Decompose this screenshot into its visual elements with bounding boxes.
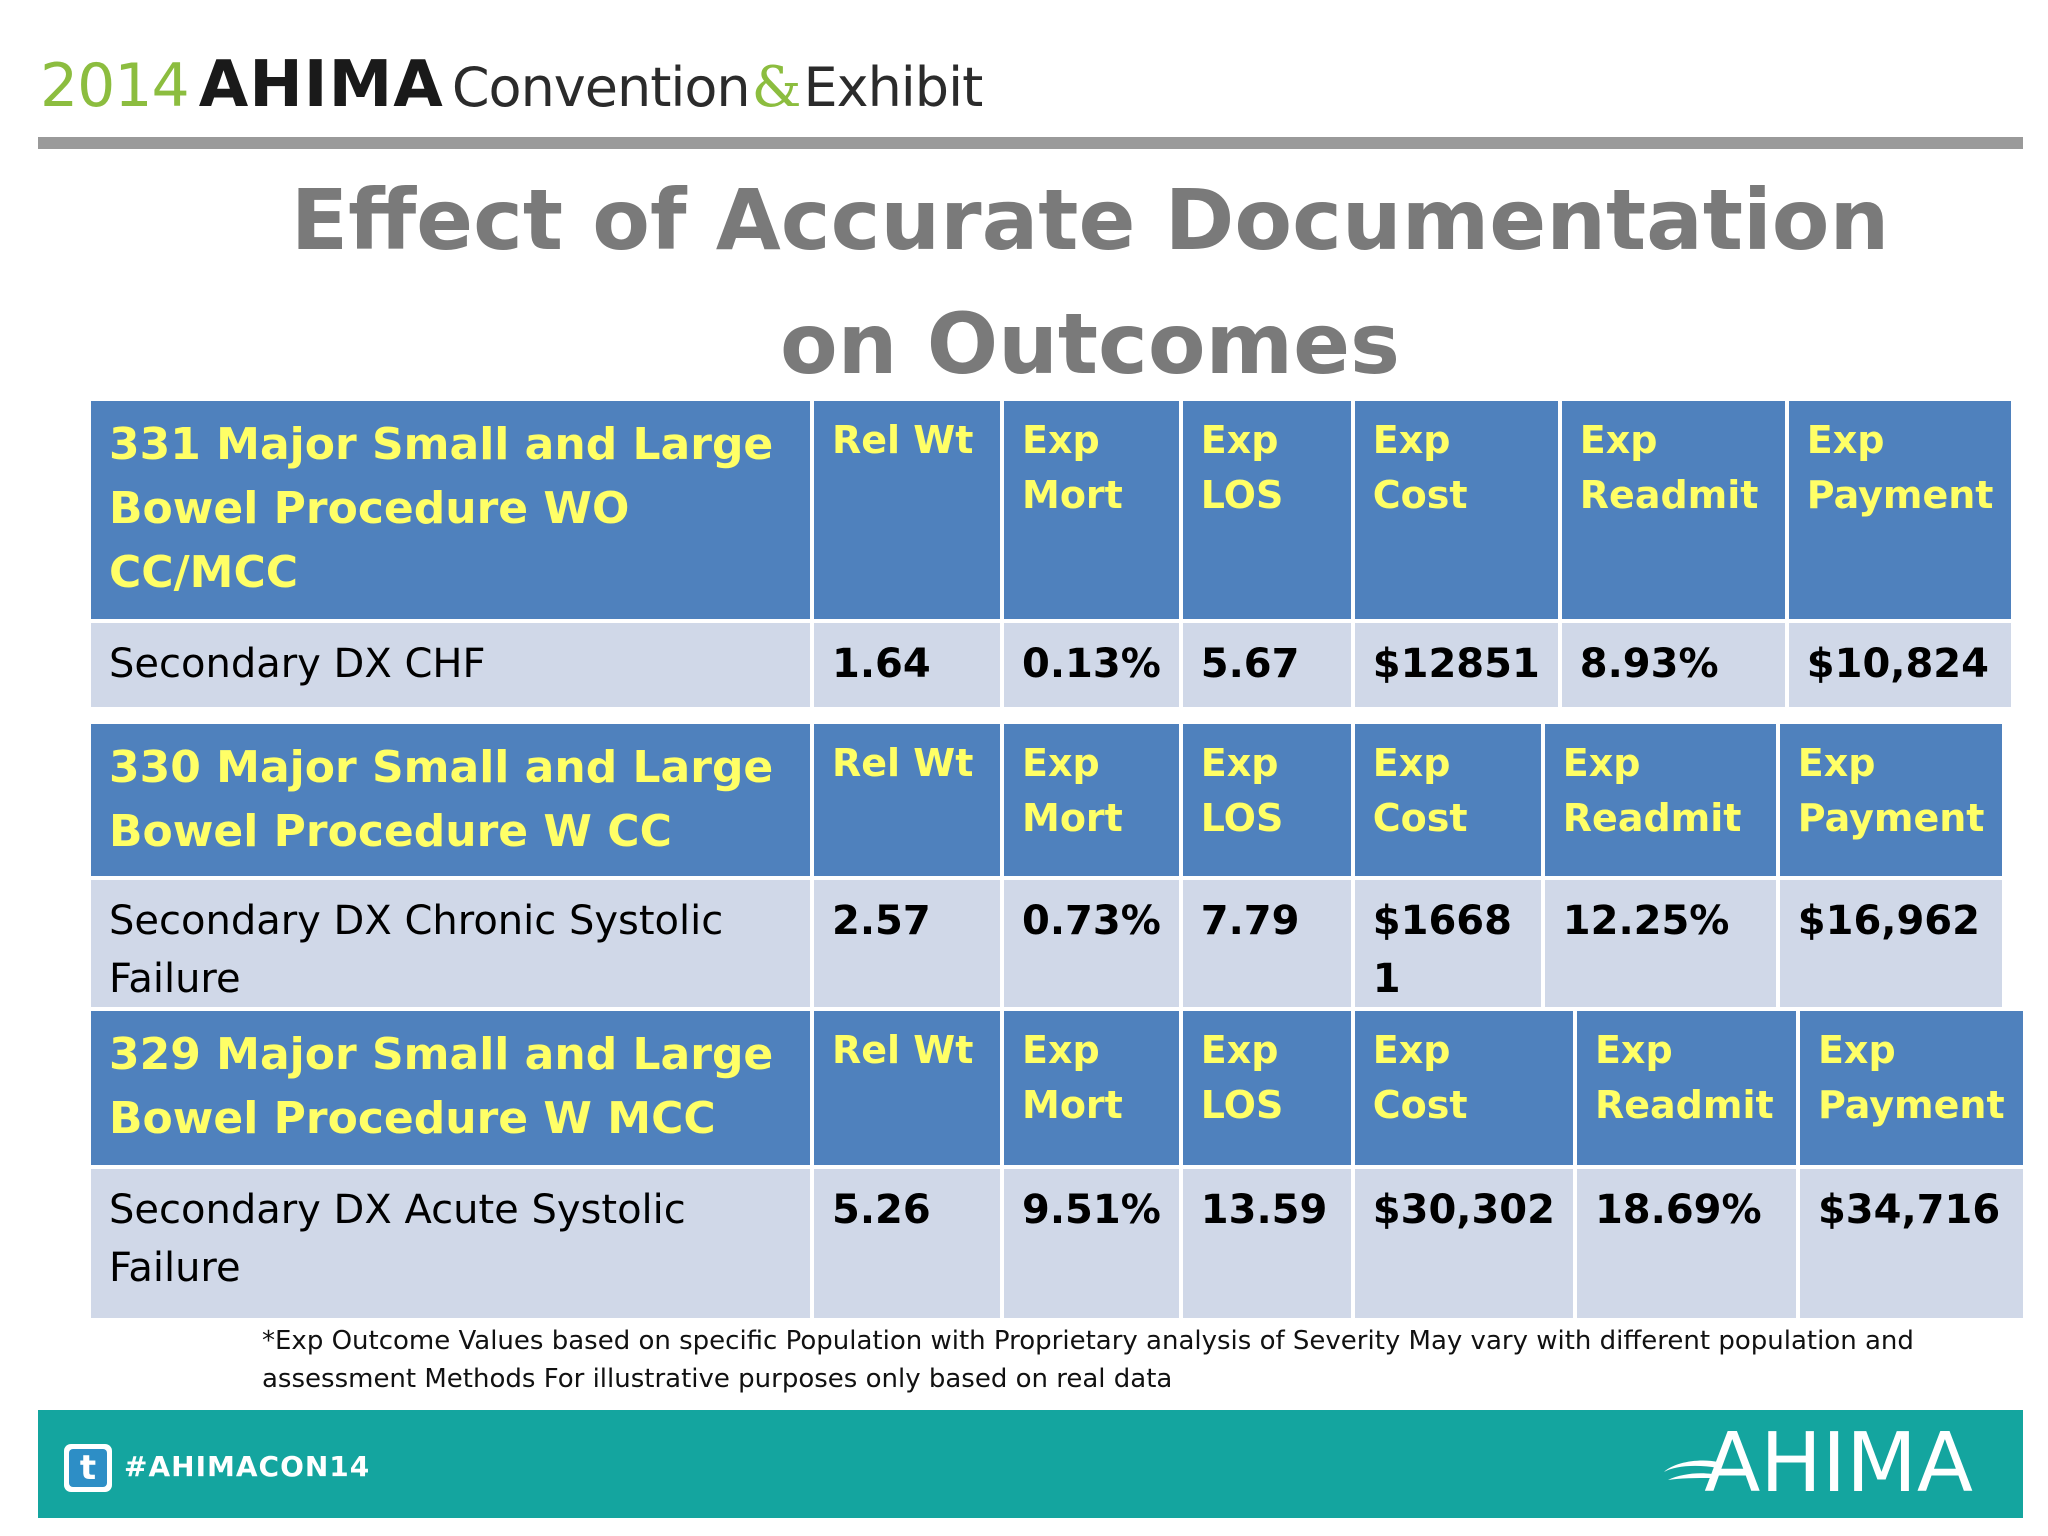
col-header-exp-los: Exp LOS xyxy=(1178,397,1355,623)
drg-331-table: 331 Major Small and Large Bowel Procedur… xyxy=(87,397,2016,711)
title-line-1: Effect of Accurate Documentation xyxy=(290,171,1890,269)
cell-exp-readmit: 12.25% xyxy=(1540,876,1780,1024)
col-header-exp-readmit: Exp Readmit xyxy=(1557,397,1789,623)
col-header-rel-wt: Rel Wt xyxy=(810,397,1004,623)
cell-exp-los: 7.79 xyxy=(1178,876,1355,1024)
cell-exp-readmit: 18.69% xyxy=(1572,1165,1800,1322)
col-header-exp-mort: Exp Mort xyxy=(1000,1007,1183,1169)
col-header-exp-payment: Exp Payment xyxy=(1784,397,2016,623)
cell-rel-wt: 1.64 xyxy=(810,619,1004,711)
table-row: Secondary DX CHF 1.64 0.13% 5.67 $12851 … xyxy=(87,619,2016,711)
drg-label: 330 Major Small and Large Bowel Procedur… xyxy=(87,720,814,880)
ahima-logo: AHIMA xyxy=(1664,1416,1973,1512)
drg-label: 331 Major Small and Large Bowel Procedur… xyxy=(87,397,814,623)
header-exhibit: Exhibit xyxy=(803,56,984,119)
row-label: Secondary DX Chronic Systolic Failure xyxy=(87,876,814,1024)
col-header-exp-mort: Exp Mort xyxy=(1000,397,1183,623)
twitter-icon: t xyxy=(64,1444,112,1492)
table-header-row: 329 Major Small and Large Bowel Procedur… xyxy=(87,1007,2027,1169)
drg-329-table: 329 Major Small and Large Bowel Procedur… xyxy=(87,1007,2027,1322)
cell-exp-mort: 0.73% xyxy=(1000,876,1183,1024)
col-header-exp-mort: Exp Mort xyxy=(1000,720,1183,880)
cell-exp-cost: $12851 xyxy=(1350,619,1562,711)
cell-exp-cost: $30,302 xyxy=(1350,1165,1577,1322)
cell-exp-mort: 0.13% xyxy=(1000,619,1183,711)
header-divider xyxy=(38,137,2023,149)
cell-exp-los: 5.67 xyxy=(1178,619,1355,711)
col-header-exp-readmit: Exp Readmit xyxy=(1572,1007,1800,1169)
table-header-row: 330 Major Small and Large Bowel Procedur… xyxy=(87,720,2007,880)
col-header-rel-wt: Rel Wt xyxy=(810,1007,1004,1169)
table-row: Secondary DX Acute Systolic Failure 5.26… xyxy=(87,1165,2027,1322)
cell-exp-payment: $34,716 xyxy=(1795,1165,2027,1322)
drg-330-table: 330 Major Small and Large Bowel Procedur… xyxy=(87,720,2007,1024)
col-header-exp-cost: Exp Cost xyxy=(1350,397,1562,623)
cell-exp-payment: $10,824 xyxy=(1784,619,2016,711)
row-label: Secondary DX Acute Systolic Failure xyxy=(87,1165,814,1322)
slide-title: Effect of Accurate Documentation on Outc… xyxy=(290,158,1890,406)
footer-band: t #AHIMACON14 AHIMA xyxy=(38,1410,2023,1518)
drg-label: 329 Major Small and Large Bowel Procedur… xyxy=(87,1007,814,1169)
header-ampersand: & xyxy=(751,55,802,120)
logo-swoosh-icon xyxy=(1664,1460,1719,1480)
cell-exp-mort: 9.51% xyxy=(1000,1165,1183,1322)
cell-rel-wt: 2.57 xyxy=(810,876,1004,1024)
col-header-exp-los: Exp LOS xyxy=(1178,720,1355,880)
header-convention: Convention xyxy=(451,56,751,119)
col-header-rel-wt: Rel Wt xyxy=(810,720,1004,880)
col-header-exp-payment: Exp Payment xyxy=(1795,1007,2027,1169)
cell-exp-cost: $16681 xyxy=(1350,876,1545,1024)
table-header-row: 331 Major Small and Large Bowel Procedur… xyxy=(87,397,2016,623)
col-header-exp-cost: Exp Cost xyxy=(1350,720,1545,880)
cell-exp-readmit: 8.93% xyxy=(1557,619,1789,711)
header-year: 2014 xyxy=(40,51,190,121)
logo-text: AHIMA xyxy=(1704,1416,1973,1511)
col-header-exp-readmit: Exp Readmit xyxy=(1540,720,1780,880)
col-header-exp-payment: Exp Payment xyxy=(1775,720,2007,880)
conference-header: 2014 AHIMA Convention & Exhibit xyxy=(40,48,984,128)
footnote: *Exp Outcome Values based on specific Po… xyxy=(262,1326,1914,1394)
cell-exp-los: 13.59 xyxy=(1178,1165,1355,1322)
cell-rel-wt: 5.26 xyxy=(810,1165,1004,1322)
col-header-exp-los: Exp LOS xyxy=(1178,1007,1355,1169)
title-line-2: on Outcomes xyxy=(779,295,1401,393)
col-header-exp-cost: Exp Cost xyxy=(1350,1007,1577,1169)
cell-exp-payment: $16,962 xyxy=(1775,876,2007,1024)
footer-hashtag: #AHIMACON14 xyxy=(124,1450,371,1483)
header-org: AHIMA xyxy=(198,48,444,122)
row-label: Secondary DX CHF xyxy=(87,619,814,711)
table-row: Secondary DX Chronic Systolic Failure 2.… xyxy=(87,876,2007,1024)
